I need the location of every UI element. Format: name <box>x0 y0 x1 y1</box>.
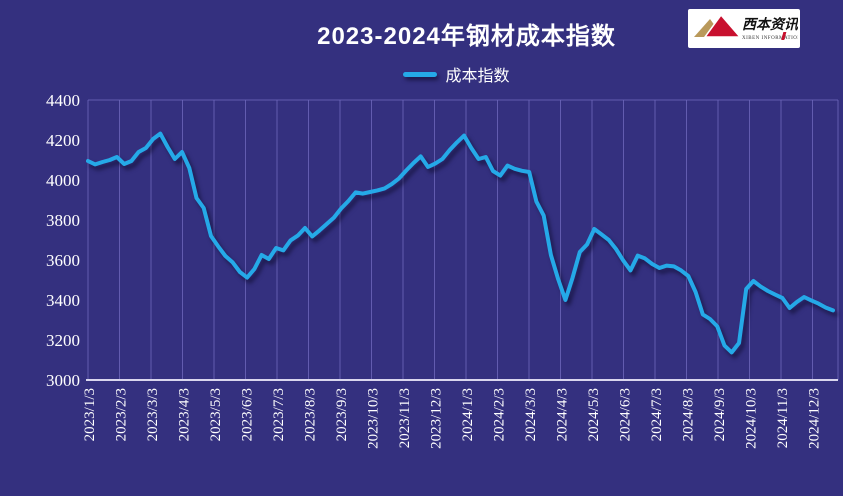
chart-title: 2023-2024年钢材成本指数 <box>317 23 616 50</box>
x-axis-tick-labels: 2023/1/3 2023/2/3 2023/3/3 2023/4/3 2023/5/3… <box>82 388 823 449</box>
x-tick-label: 2023/4/3 <box>177 388 193 441</box>
x-tick-label: 2023/6/3 <box>240 388 256 441</box>
x-tick-label: 2024/11/3 <box>775 388 791 448</box>
y-tick-label: 4400 <box>46 91 80 110</box>
y-tick-label: 3200 <box>46 331 80 350</box>
gridlines <box>87 99 839 380</box>
x-tick-label: 2024/2/3 <box>492 388 508 441</box>
x-tick-label: 2024/5/3 <box>586 388 602 441</box>
y-tick-label: 3000 <box>46 371 80 390</box>
x-tick-label: 2024/3/3 <box>523 388 539 441</box>
y-tick-label: 3800 <box>46 211 80 230</box>
x-tick-label: 2024/1/3 <box>460 388 476 441</box>
x-tick-label: 2024/7/3 <box>649 388 665 441</box>
x-tick-label: 2023/1/3 <box>82 388 98 441</box>
x-tick-label: 2023/12/3 <box>429 388 445 449</box>
y-axis-tick-labels: 4400 4200 4000 3800 3600 3400 3200 3000 <box>46 91 80 390</box>
legend-label: 成本指数 <box>445 68 510 85</box>
x-tick-label: 2023/7/3 <box>271 388 287 441</box>
y-tick-label: 3400 <box>46 291 80 310</box>
logo-red-slash <box>781 32 787 40</box>
x-tick-label: 2023/3/3 <box>145 388 161 441</box>
x-tick-label: 2024/9/3 <box>712 388 728 441</box>
cost-index-series-line <box>86 131 835 355</box>
x-tick-label: 2023/8/3 <box>303 388 319 441</box>
logo-sub-text: XIBEN INFORMATION <box>742 36 798 41</box>
logo-graphic: 西本资讯 XIBEN INFORMATION <box>694 13 798 41</box>
x-tick-label: 2023/9/3 <box>334 388 350 441</box>
logo-name-text: 西本资讯 <box>742 16 798 33</box>
x-tick-label: 2024/6/3 <box>618 388 634 441</box>
legend: 成本指数 <box>0 62 843 86</box>
x-tick-label: 2023/2/3 <box>114 388 130 441</box>
x-tick-label: 2024/12/3 <box>807 388 823 449</box>
x-tick-label: 2023/11/3 <box>397 388 413 448</box>
legend-line-icon <box>403 71 438 77</box>
x-tick-label: 2023/5/3 <box>208 388 224 441</box>
x-tick-label: 2023/10/3 <box>366 388 382 449</box>
y-tick-label: 3600 <box>46 251 80 270</box>
company-logo: 西本资讯 XIBEN INFORMATION <box>688 9 800 48</box>
y-tick-label: 4000 <box>46 171 80 190</box>
x-tick-label: 2024/10/3 <box>744 388 760 449</box>
y-tick-label: 4200 <box>46 131 80 150</box>
x-tick-label: 2024/8/3 <box>681 388 697 441</box>
logo-mountain-red <box>703 13 742 38</box>
x-tick-label: 2024/4/3 <box>555 388 571 441</box>
